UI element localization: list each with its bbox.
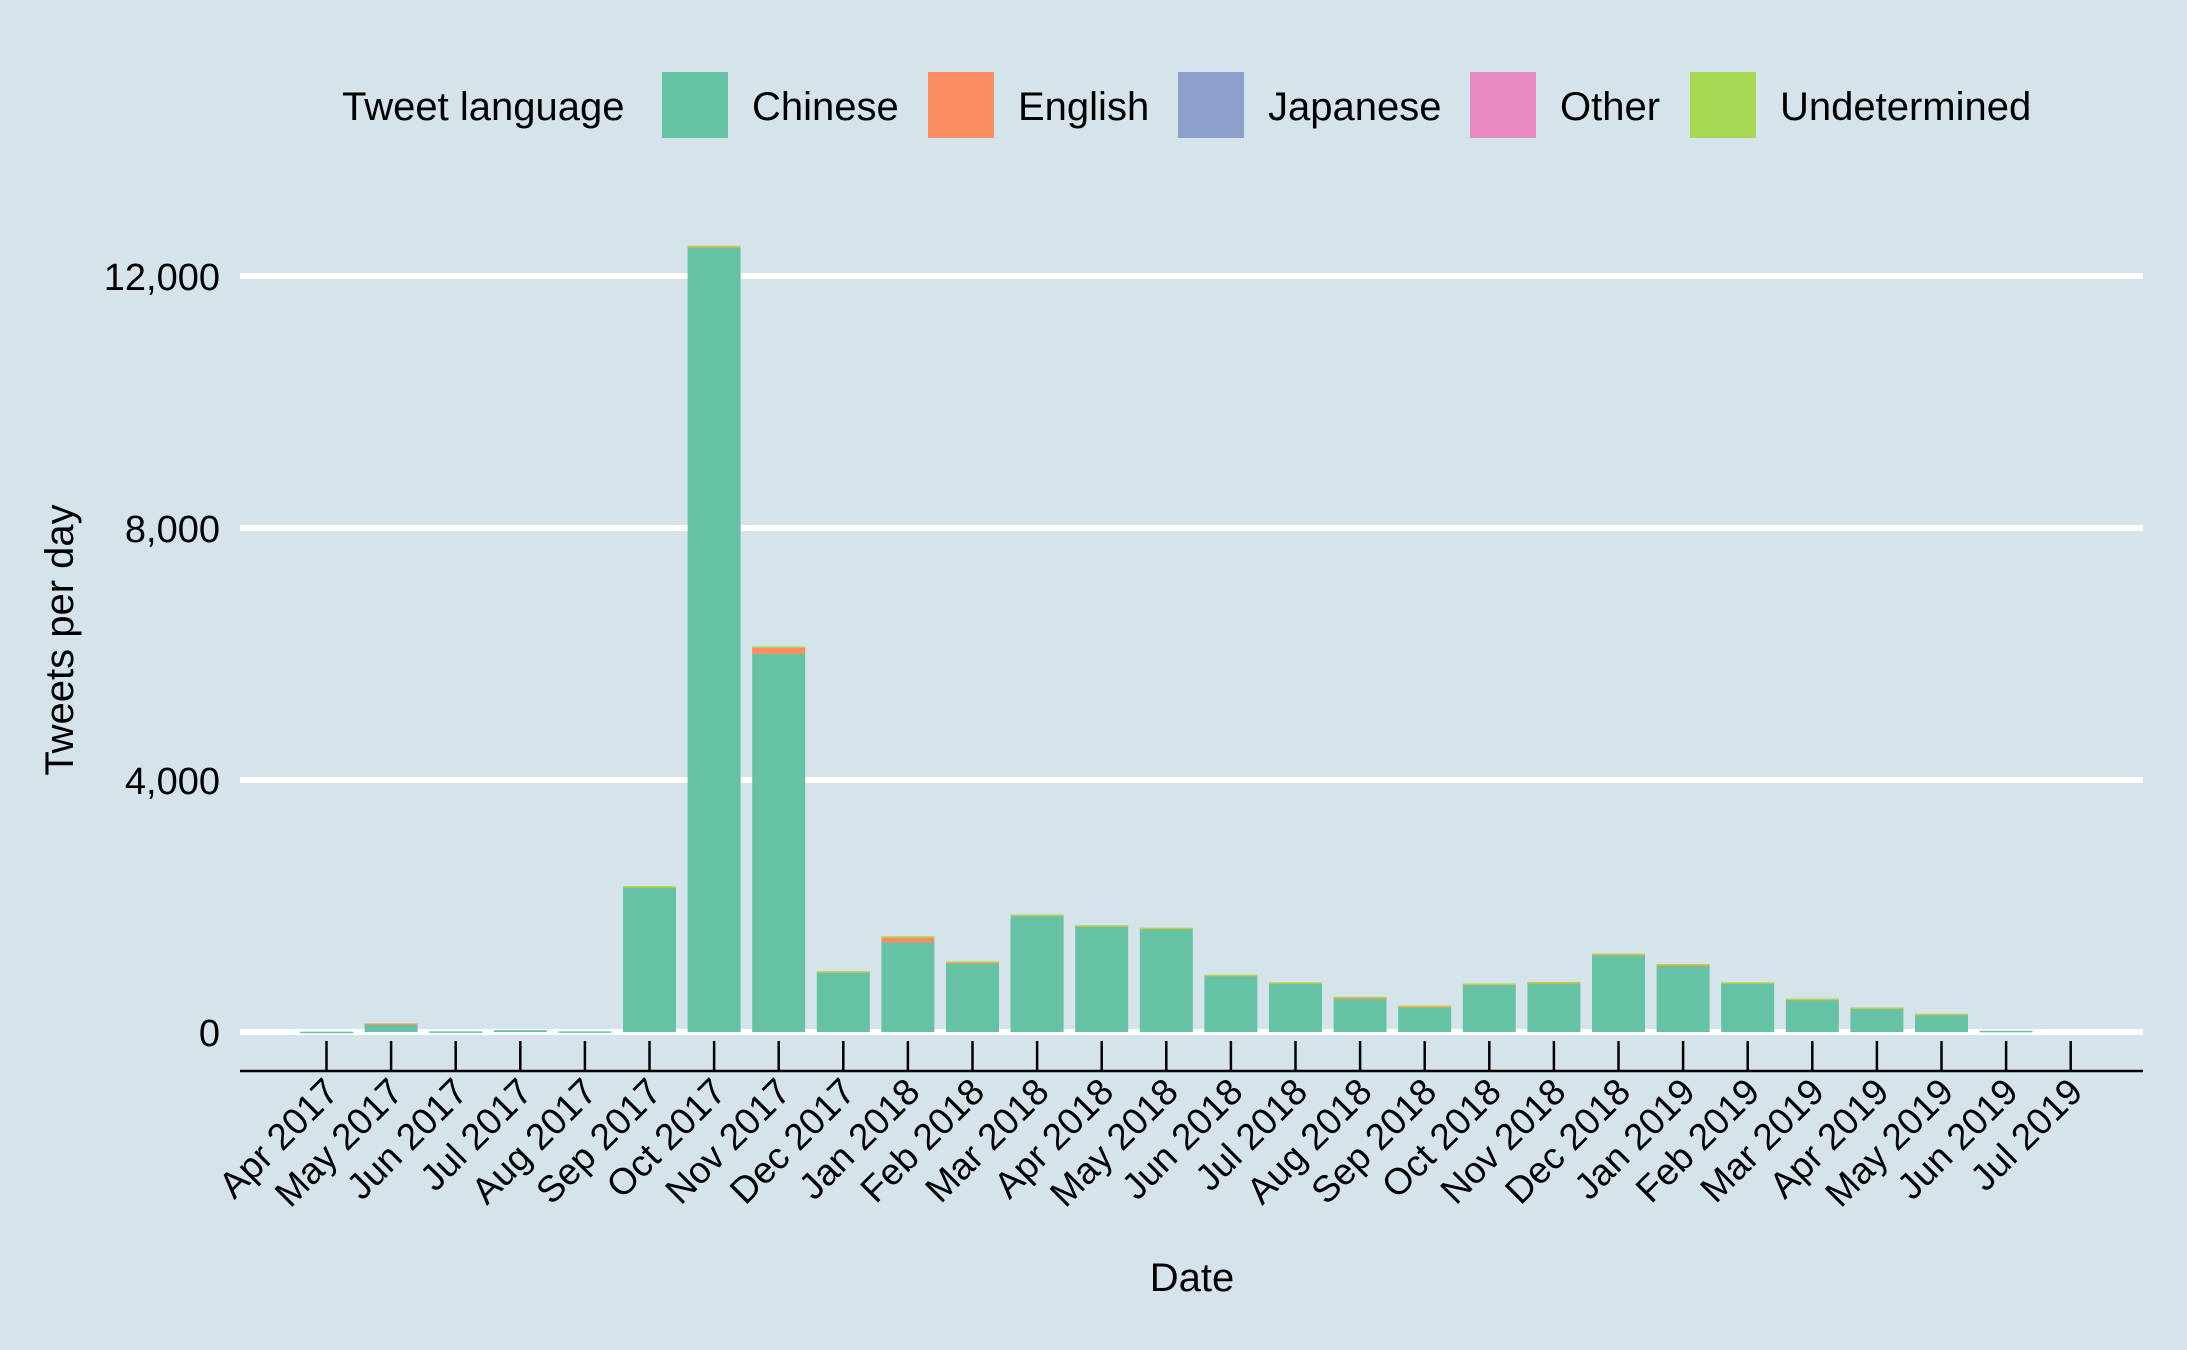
- bar-chinese: [1979, 1030, 2033, 1033]
- bar-undetermined: [1527, 981, 1581, 984]
- bar-chinese: [623, 887, 676, 1032]
- bar-chinese: [1850, 1008, 1904, 1032]
- y-axis: 0 4,000 8,000 12,000: [104, 257, 220, 1055]
- bar-english: [752, 647, 806, 654]
- bar-undetermined: [1204, 974, 1258, 977]
- bar-english: [1656, 964, 1710, 967]
- legend-key-english: [928, 72, 994, 138]
- bar-chinese: [1075, 926, 1129, 1032]
- legend-label: Other: [1560, 85, 1660, 129]
- legend-key-japanese: [1178, 72, 1244, 138]
- bar-english: [946, 962, 999, 964]
- bar-undetermined: [1721, 982, 1775, 984]
- bar-undetermined: [816, 971, 870, 973]
- bar-undetermined: [1075, 925, 1129, 927]
- bar-chinese: [1527, 982, 1581, 1032]
- bar-english: [1398, 1006, 1452, 1008]
- bar-undetermined: [1785, 998, 1839, 1001]
- bar-undetermined: [1269, 982, 1322, 984]
- bar-chinese: [300, 1031, 353, 1034]
- bar-undetermined: [1850, 1007, 1904, 1009]
- bar-undetermined: [1139, 927, 1193, 930]
- legend-label: Undetermined: [1780, 85, 2031, 129]
- bar-undetermined: [1656, 963, 1710, 966]
- legend-label: Chinese: [752, 85, 899, 129]
- legend: Tweet language Chinese English Japanese Oth…: [342, 72, 2031, 138]
- bar-undetermined: [881, 936, 935, 938]
- bar-undetermined: [946, 961, 999, 963]
- bar-english: [364, 1023, 418, 1025]
- bar-chinese: [687, 247, 741, 1032]
- bar-undetermined: [1398, 1005, 1452, 1008]
- bar-undetermined: [623, 886, 676, 888]
- bar-chinese: [558, 1031, 612, 1033]
- bar-chinese: [429, 1031, 483, 1033]
- legend-label: English: [1018, 85, 1149, 129]
- bar-undetermined: [1592, 953, 1645, 956]
- bar-chinese: [1010, 915, 1064, 1032]
- legend-label: Japanese: [1268, 85, 1441, 129]
- bar-chinese: [364, 1023, 418, 1032]
- bar-undetermined: [1010, 914, 1064, 917]
- y-axis-title: Tweets per day: [38, 504, 82, 775]
- bar-chinese: [1656, 965, 1710, 1032]
- bar-chinese: [881, 942, 935, 1032]
- bar-chinese: [1398, 1006, 1452, 1032]
- legend-title: Tweet language: [342, 85, 624, 129]
- bar-chinese: [1592, 954, 1645, 1032]
- bar-undetermined: [1915, 1013, 1968, 1016]
- x-axis-title: Date: [1150, 1256, 1235, 1300]
- bar-chinese: [816, 972, 870, 1032]
- bar-chinese: [1204, 975, 1258, 1032]
- bar-undetermined: [1333, 996, 1387, 999]
- y-tick-label: 0: [199, 1013, 220, 1055]
- bar-chinese: [1462, 984, 1516, 1032]
- bar-chinese: [1139, 928, 1193, 1032]
- bar-chinese: [1333, 997, 1387, 1032]
- bar-undetermined: [1462, 983, 1516, 985]
- bar-english: [1333, 997, 1387, 1000]
- bars: [300, 245, 2033, 1034]
- y-tick-label: 8,000: [125, 509, 220, 551]
- bar-chinese: [752, 654, 806, 1032]
- legend-key-other: [1470, 72, 1536, 138]
- legend-key-chinese: [662, 72, 728, 138]
- y-tick-label: 12,000: [104, 257, 220, 299]
- bar-chinese: [946, 963, 999, 1032]
- y-tick-label: 4,000: [125, 761, 220, 803]
- bar-chinese: [493, 1030, 547, 1032]
- bar-english: [881, 936, 935, 943]
- bar-chinese: [1269, 982, 1322, 1032]
- legend-key-undetermined: [1690, 72, 1756, 138]
- bar-chinese: [1915, 1014, 1968, 1032]
- bar-undetermined: [687, 245, 741, 248]
- bar-undetermined: [752, 646, 806, 648]
- bar-chinese: [1721, 982, 1775, 1032]
- bar-chinese: [1785, 999, 1839, 1032]
